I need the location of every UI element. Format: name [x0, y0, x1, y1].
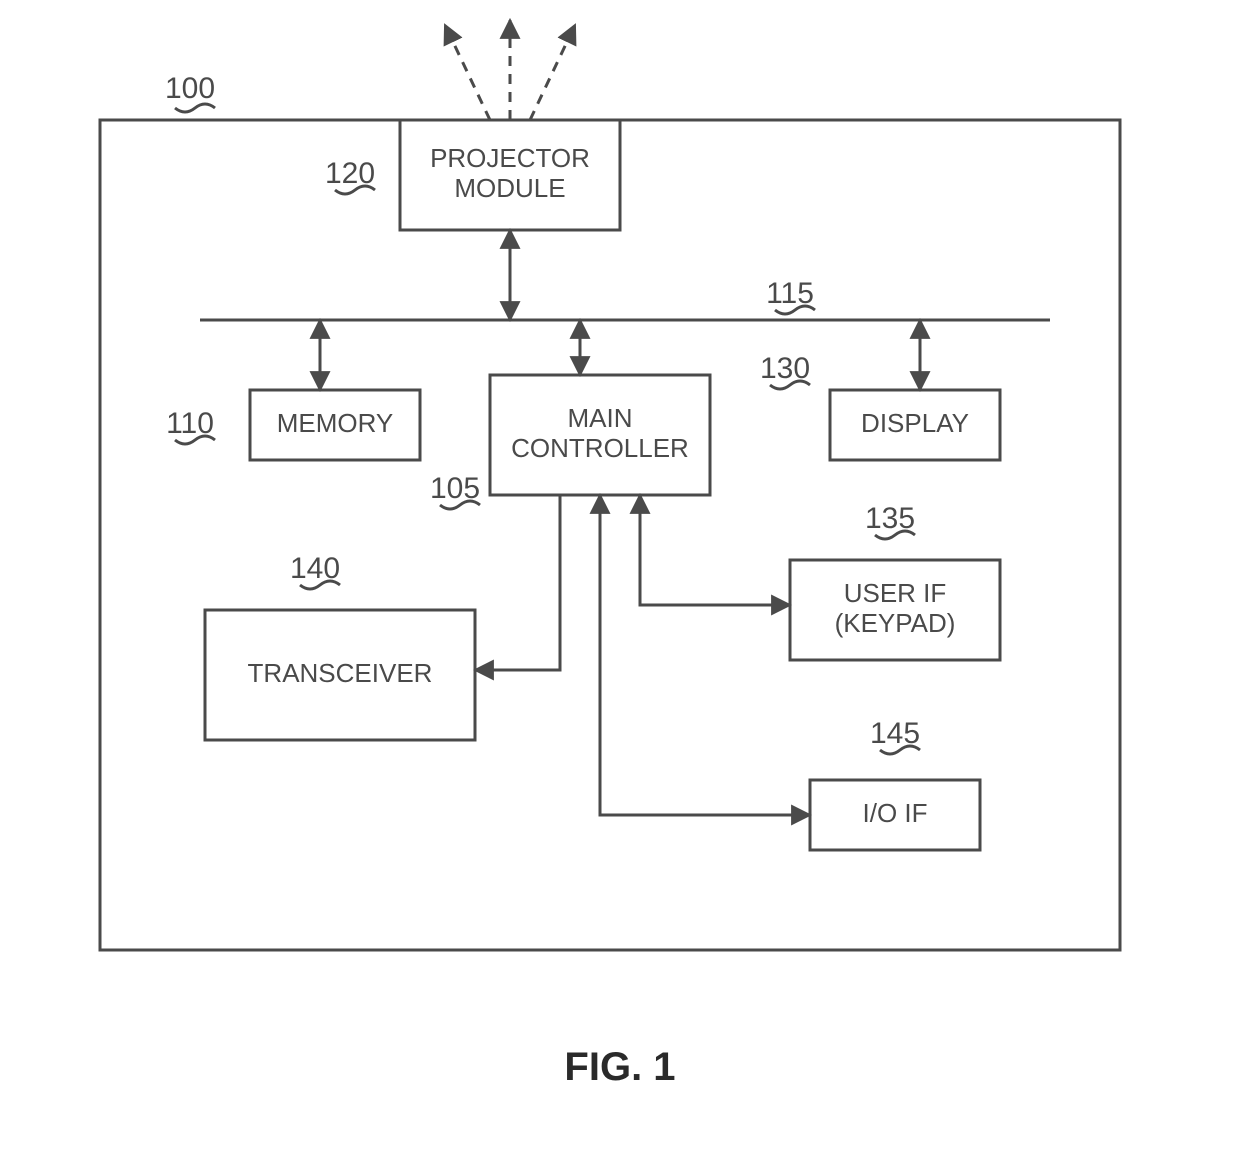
controller-label: CONTROLLER — [511, 433, 689, 463]
projection-ray-0 — [445, 25, 490, 120]
transceiver-label: TRANSCEIVER — [248, 658, 433, 688]
projector-label: PROJECTOR — [430, 143, 590, 173]
ioif-label: I/O IF — [863, 798, 928, 828]
memory-label: MEMORY — [277, 408, 394, 438]
projection-ray-2 — [530, 25, 575, 120]
ref-100: 100 — [165, 72, 215, 105]
display-label: DISPLAY — [861, 408, 969, 438]
diagram-canvas: 100115PROJECTORMODULE120MEMORY110MAINCON… — [0, 0, 1240, 1167]
controller-label: MAIN — [568, 403, 633, 433]
userif-label: (KEYPAD) — [835, 608, 956, 638]
userif-label: USER IF — [844, 578, 947, 608]
figure-caption: FIG. 1 — [564, 1045, 675, 1089]
projector-label: MODULE — [454, 173, 565, 203]
